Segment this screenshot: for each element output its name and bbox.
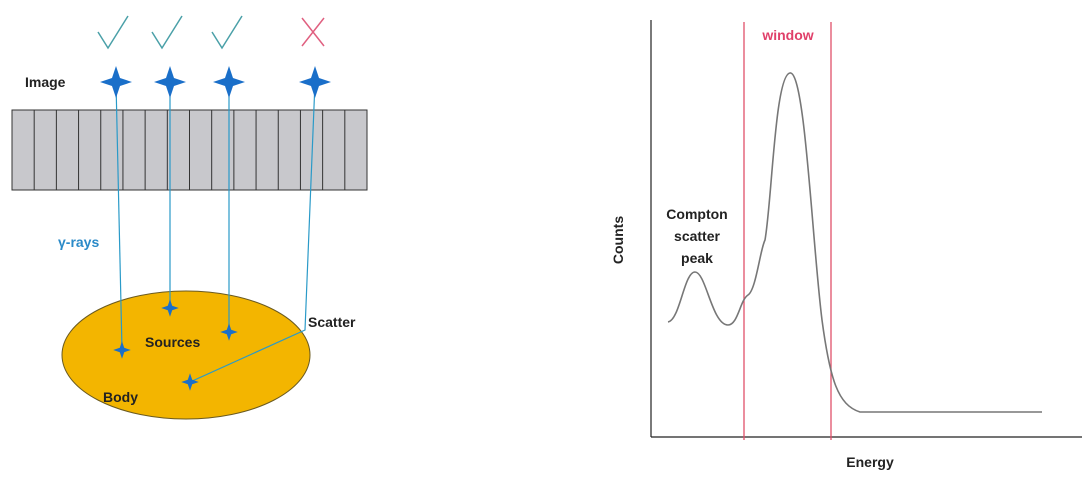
sources-label: Sources [145, 334, 200, 350]
y-axis-label: Counts [610, 216, 626, 264]
rays-label: γ-rays [58, 234, 99, 250]
x-axis-label: Energy [846, 454, 894, 470]
body-label: Body [103, 389, 138, 405]
spectrum-curve [668, 73, 1042, 412]
image-label: Image [25, 74, 66, 90]
image-points [100, 66, 331, 98]
peak-label: peak [681, 250, 713, 266]
window-label: window [761, 27, 813, 43]
scatter-label: Scatter [308, 314, 356, 330]
peak-label: scatter [674, 228, 720, 244]
window-lines [744, 22, 831, 440]
peak-label: Compton [666, 206, 727, 222]
body [62, 291, 310, 419]
verdict-icons [98, 16, 324, 48]
diagram: Image γ-rays Sources Body Scatter window… [0, 0, 1083, 474]
